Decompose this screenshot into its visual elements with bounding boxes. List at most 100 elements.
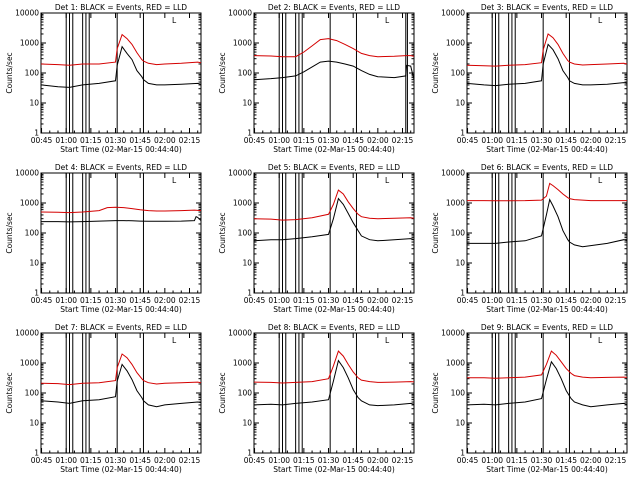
x-tick-label: 01:00 (481, 456, 503, 465)
events-rate-line (41, 216, 202, 223)
x-tick-label: 01:30 (318, 296, 340, 305)
x-tick-label: 01:00 (55, 296, 77, 305)
x-tick-label: 00:45 (457, 136, 479, 145)
y-tick-label: 10 (242, 419, 252, 428)
plot-title: Det 2: BLACK = Events, RED = LLD (268, 3, 400, 12)
x-axis-label: Start Time (02-Mar-15 00:44:40) (273, 465, 395, 474)
x-tick-label: 01:15 (293, 296, 315, 305)
x-axis-label: Start Time (02-Mar-15 00:44:40) (486, 465, 608, 474)
x-tick-label: 02:00 (580, 136, 602, 145)
x-tick-label: 02:15 (179, 136, 201, 145)
lld-rate-line (253, 189, 415, 221)
y-tick-label: 1 (34, 289, 39, 298)
lld-rate-line (40, 33, 202, 66)
detector-panel-8: 1 10 100 1000 10000 00:45 01:00 01:15 01:30 01:45… (218, 323, 415, 474)
y-tick-label: 10000 (228, 9, 252, 18)
x-tick-label: 01:45 (129, 136, 151, 145)
y-axis-label: Counts/sec (431, 212, 440, 253)
plot-frame (466, 332, 628, 454)
x-tick-label: 01:30 (318, 456, 340, 465)
x-tick-label: 01:00 (55, 456, 77, 465)
y-tick-label: 100 (238, 69, 253, 78)
y-tick-label: 100 (238, 229, 253, 238)
x-tick-label: 01:30 (531, 456, 553, 465)
x-tick-label: 02:15 (179, 296, 201, 305)
x-axis-label: Start Time (02-Mar-15 00:44:40) (486, 145, 608, 154)
events-rate-line (466, 360, 628, 408)
x-tick-label: 01:15 (506, 456, 528, 465)
y-tick-label: 100 (451, 229, 466, 238)
y-tick-label: 10 (242, 99, 252, 108)
plot-frame (253, 12, 415, 134)
lld-rate-line (40, 206, 202, 214)
y-tick-label: 10000 (228, 169, 252, 178)
x-axis-label: Start Time (02-Mar-15 00:44:40) (273, 145, 395, 154)
legend-mark: L (385, 176, 390, 185)
lld-rate-line (253, 350, 415, 384)
detector-panel-4: 1 10 100 1000 10000 00:45 01:00 01:15 01:30 01:45… (5, 163, 202, 314)
x-tick-label: 00:45 (457, 456, 479, 465)
x-axis-label: Start Time (02-Mar-15 00:44:40) (486, 305, 608, 314)
plot-frame (40, 332, 202, 454)
legend-mark: L (172, 16, 177, 25)
y-axis-label: Counts/sec (5, 212, 14, 253)
x-tick-label: 01:30 (531, 136, 553, 145)
lld-rate-line (467, 350, 628, 379)
x-tick-label: 01:15 (293, 456, 315, 465)
y-axis-label: Counts/sec (431, 52, 440, 93)
y-tick-label: 1 (460, 289, 465, 298)
y-tick-label: 1 (247, 449, 252, 458)
y-axis-label: Counts/sec (5, 372, 14, 413)
x-tick-label: 00:45 (457, 296, 479, 305)
x-tick-label: 02:15 (392, 456, 414, 465)
x-tick-label: 00:45 (244, 456, 266, 465)
x-tick-label: 01:15 (80, 136, 102, 145)
x-tick-label: 01:15 (506, 136, 528, 145)
y-axis-label: Counts/sec (431, 372, 440, 413)
y-tick-label: 1000 (233, 39, 252, 48)
x-tick-label: 02:15 (605, 456, 627, 465)
y-tick-label: 10 (29, 419, 39, 428)
x-tick-label: 02:15 (392, 296, 414, 305)
y-tick-label: 10000 (228, 329, 252, 338)
y-axis-label: Counts/sec (218, 212, 227, 253)
y-axis-label: Counts/sec (5, 52, 14, 93)
x-tick-label: 01:45 (555, 296, 577, 305)
y-tick-label: 100 (25, 229, 40, 238)
plot-title: Det 5: BLACK = Events, RED = LLD (268, 163, 400, 172)
detector-panel-7: 1 10 100 1000 10000 00:45 01:00 01:15 01:30 01:45… (5, 323, 202, 474)
lld-rate-line (253, 38, 415, 58)
x-tick-label: 01:30 (105, 136, 127, 145)
x-axis-label: Start Time (02-Mar-15 00:44:40) (273, 305, 395, 314)
y-tick-label: 1000 (446, 199, 465, 208)
x-tick-label: 01:45 (342, 296, 364, 305)
detector-panel-6: 1 10 100 1000 10000 00:45 01:00 01:15 01:30 01:45… (431, 163, 628, 314)
y-tick-label: 10000 (441, 169, 465, 178)
x-tick-label: 01:00 (481, 136, 503, 145)
y-tick-label: 1 (247, 289, 252, 298)
detector-panel-3: 1 10 100 1000 10000 00:45 01:00 01:15 01:30 01:45… (431, 3, 628, 154)
x-axis-label: Start Time (02-Mar-15 00:44:40) (60, 145, 182, 154)
x-tick-label: 01:15 (293, 136, 315, 145)
x-tick-label: 01:45 (555, 456, 577, 465)
x-tick-label: 02:00 (367, 296, 389, 305)
x-tick-label: 02:15 (179, 456, 201, 465)
plot-title: Det 7: BLACK = Events, RED = LLD (55, 323, 187, 332)
y-tick-label: 10 (455, 419, 465, 428)
plot-title: Det 9: BLACK = Events, RED = LLD (481, 323, 613, 332)
y-tick-label: 10000 (441, 329, 465, 338)
x-tick-label: 02:00 (367, 456, 389, 465)
legend-mark: L (598, 176, 603, 185)
x-tick-label: 01:30 (531, 296, 553, 305)
y-tick-label: 1000 (20, 359, 39, 368)
y-tick-label: 1000 (233, 199, 252, 208)
x-tick-label: 00:45 (31, 136, 53, 145)
plot-frame (253, 172, 415, 294)
x-tick-label: 02:00 (580, 456, 602, 465)
legend-mark: L (598, 336, 603, 345)
plot-title: Det 4: BLACK = Events, RED = LLD (55, 163, 187, 172)
events-rate-line (40, 45, 202, 88)
y-tick-label: 1000 (446, 359, 465, 368)
legend-mark: L (598, 16, 603, 25)
detector-panel-5: 1 10 100 1000 10000 00:45 01:00 01:15 01:30 01:45… (218, 163, 415, 314)
